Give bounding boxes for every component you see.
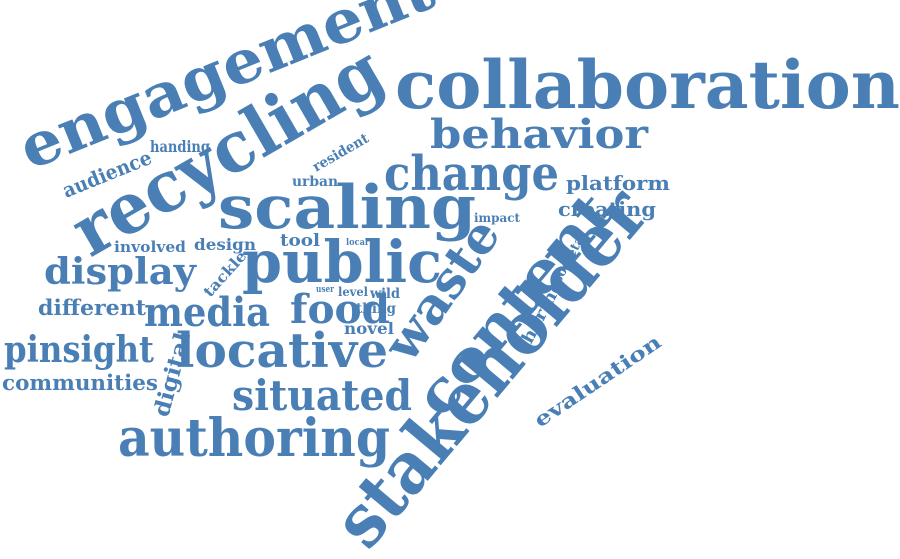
word-public: public	[242, 228, 442, 296]
word-display: display	[44, 251, 197, 293]
word-creating: creating	[558, 197, 656, 221]
word-handing: handing	[150, 137, 210, 156]
word-scaling: scaling	[218, 173, 476, 243]
word-authoring: authoring	[118, 408, 390, 469]
word-behavior: behavior	[430, 111, 649, 158]
word-platform: platform	[566, 171, 670, 195]
word-change: change	[384, 146, 559, 202]
word-design: design	[194, 235, 256, 254]
word-novel: novel	[344, 319, 394, 338]
word-food: food	[290, 286, 390, 333]
word-user: user	[316, 285, 334, 295]
word-situated: situated	[232, 371, 412, 420]
word-involved: involved	[114, 238, 187, 256]
word-collaboration: collaboration	[395, 46, 900, 124]
word-local: local	[346, 238, 369, 248]
word-media: media	[144, 289, 270, 336]
word-level: level	[338, 285, 368, 299]
word-communities: communities	[2, 370, 158, 395]
word-tool: tool	[280, 231, 321, 251]
word-wild: wild	[369, 286, 400, 302]
word-impact: impact	[474, 211, 520, 225]
word-locative: locative	[176, 323, 388, 379]
word-thing: thing	[356, 301, 396, 317]
word-urban: urban	[292, 174, 338, 190]
word-different: different	[38, 295, 146, 320]
word-pinsight: pinsight	[4, 329, 154, 371]
